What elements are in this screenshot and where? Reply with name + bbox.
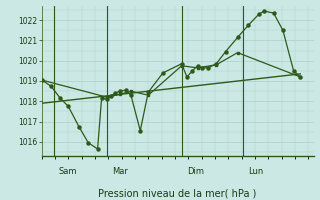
Text: Sam: Sam — [59, 167, 77, 176]
Text: Mar: Mar — [112, 167, 128, 176]
Text: Lun: Lun — [248, 167, 263, 176]
Text: Pression niveau de la mer( hPa ): Pression niveau de la mer( hPa ) — [99, 189, 257, 199]
Text: Dim: Dim — [187, 167, 204, 176]
